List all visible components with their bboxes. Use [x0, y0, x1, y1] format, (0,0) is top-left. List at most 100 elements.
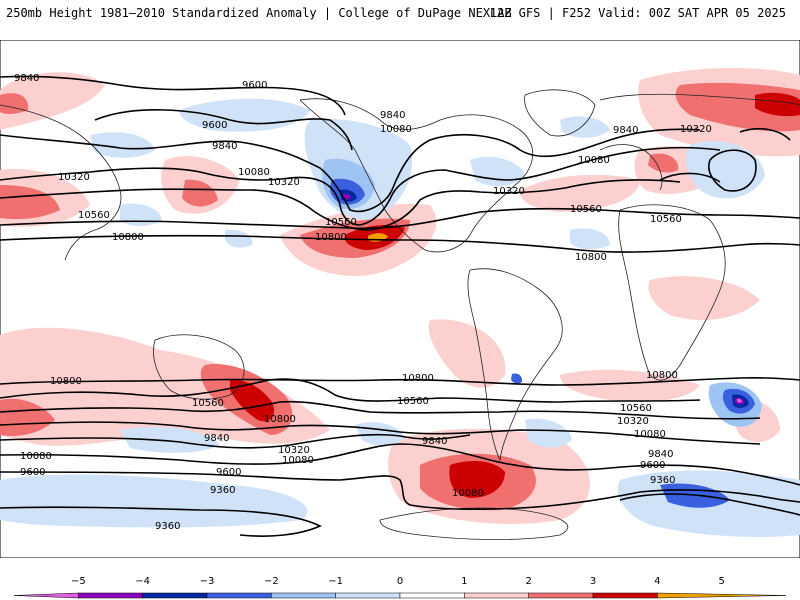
contour-label: 10080 — [634, 429, 666, 440]
coastline-north-america — [299, 98, 534, 253]
map-title: 250mb Height 1981–2010 Standardized Anom… — [6, 6, 512, 20]
legend-color-bar — [13, 592, 787, 599]
anomaly-negative-region — [0, 474, 308, 528]
contour-line — [0, 75, 346, 116]
contour-label: 10320 — [493, 186, 525, 197]
anomaly-positive-region — [519, 174, 640, 212]
anomaly-positive-region — [428, 319, 506, 388]
contour-label: 9600 — [640, 460, 665, 471]
contour-label: 10320 — [617, 416, 649, 427]
legend-color-swatch — [142, 592, 208, 599]
legend-tick-label: 2 — [525, 576, 531, 587]
legend-color-swatch — [657, 592, 787, 599]
contour-line — [0, 207, 800, 230]
contour-label: 10800 — [575, 252, 607, 263]
contour-label: 10080 — [282, 455, 314, 466]
legend-color-swatch — [528, 592, 594, 599]
anomaly-positive-region — [182, 179, 218, 207]
anomaly-positive-region — [0, 93, 29, 115]
contour-label: 9840 — [380, 110, 405, 121]
anomaly-negative-region — [525, 418, 572, 448]
header: 250mb Height 1981–2010 Standardized Anom… — [0, 0, 800, 40]
legend-tick-label: 4 — [654, 576, 660, 587]
contour-label: 9360 — [155, 521, 180, 532]
contour-label: 10800 — [646, 370, 678, 381]
anomaly-negative-region — [120, 203, 162, 226]
contour-line — [659, 172, 721, 183]
contour-label: 10560 — [397, 396, 429, 407]
contour-line — [0, 146, 721, 226]
contour-label: 10560 — [325, 217, 357, 228]
legend-tick-label: −4 — [135, 576, 150, 587]
anomaly-positive-region — [0, 72, 105, 130]
legend-color-swatch — [335, 592, 401, 599]
contour-line — [619, 493, 800, 516]
contour-line — [0, 128, 701, 212]
anomaly-negative-region — [685, 141, 765, 199]
legend-tick-label: −2 — [264, 576, 279, 587]
anomaly-positive-region — [648, 276, 760, 320]
contour-label: 10320 — [58, 172, 90, 183]
contour-label: 10800 — [112, 232, 144, 243]
contour-label: 10080 — [452, 488, 484, 499]
contour-line — [94, 109, 353, 151]
anomaly-negative-region — [511, 373, 523, 384]
legend-tick-label: −3 — [200, 576, 215, 587]
contour-line — [708, 149, 757, 192]
anomaly-positive-region — [648, 153, 679, 173]
legend-tick-label: 3 — [590, 576, 596, 587]
contour-label: 10080 — [380, 124, 412, 135]
contour-line — [0, 179, 681, 231]
height-contours — [0, 75, 800, 537]
legend-ticks: −5 −4 −3 −2 −1 0 1 2 3 4 5 — [71, 576, 725, 587]
legend-color-swatch — [13, 592, 79, 599]
anomaly-positive-region — [230, 379, 275, 422]
contour-label: 10080 — [238, 167, 270, 178]
anomaly-negative-region — [120, 426, 220, 453]
legend-color-swatch — [206, 592, 272, 599]
anomaly-shading — [0, 68, 800, 537]
contour-line — [739, 128, 791, 141]
contour-label: 10800 — [50, 376, 82, 387]
contour-label: 9600 — [242, 80, 267, 91]
anomaly-negative-region — [343, 193, 351, 200]
contour-label: 9840 — [212, 141, 237, 152]
contour-label: 10560 — [192, 398, 224, 409]
contour-label: 10800 — [264, 414, 296, 425]
contour-line — [0, 433, 471, 449]
anomaly-positive-region — [0, 398, 55, 437]
legend-tick-label: −1 — [328, 576, 343, 587]
legend-color-swatch — [399, 592, 465, 599]
contour-label: 10800 — [402, 373, 434, 384]
anomaly-positive-region — [755, 92, 800, 117]
contour-label: 9840 — [613, 125, 638, 136]
anomaly-negative-region — [470, 156, 525, 187]
contour-label: 9840 — [422, 436, 447, 447]
contour-label: 10080 — [578, 155, 610, 166]
anomaly-color-legend: −5 −4 −3 −2 −1 0 1 2 3 4 5 — [13, 576, 787, 599]
contour-label: 10320 — [268, 177, 300, 188]
legend-tick-label: 5 — [718, 576, 724, 587]
contour-labels: 9840 9600 9600 9840 10080 10320 10320 10… — [14, 73, 712, 532]
contour-label: 10080 — [20, 451, 52, 462]
anomaly-negative-region — [225, 229, 253, 248]
contour-line — [0, 421, 761, 445]
contour-label: 9840 — [204, 433, 229, 444]
anomaly-positive-region — [0, 185, 60, 220]
contour-label: 10560 — [620, 403, 652, 414]
contour-label: 9840 — [14, 73, 39, 84]
anomaly-negative-region — [737, 398, 742, 403]
contour-label: 9360 — [650, 475, 675, 486]
anomaly-negative-region — [570, 228, 610, 250]
legend-color-swatch — [271, 592, 336, 599]
contour-line — [0, 234, 800, 253]
contour-label: 9600 — [216, 467, 241, 478]
legend-color-swatch — [592, 592, 658, 599]
anomaly-negative-region — [179, 98, 310, 132]
model-valid-time: 12Z GFS | F252 Valid: 00Z SAT APR 05 202… — [489, 6, 786, 20]
contour-label: 9600 — [20, 467, 45, 478]
contour-line — [0, 443, 800, 486]
anomaly-map: 9840 9600 9600 9840 10080 10320 10320 10… — [0, 40, 800, 558]
coastline-south-america — [467, 268, 563, 462]
coastline-africa — [618, 204, 726, 381]
